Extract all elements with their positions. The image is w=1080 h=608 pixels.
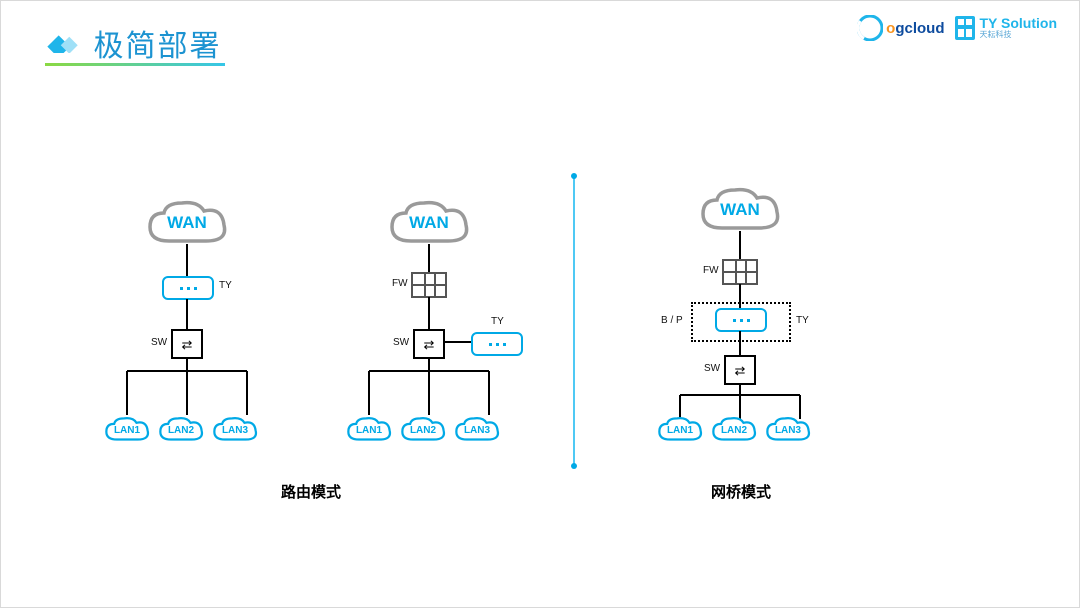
t2-switch: ⇄ (413, 329, 445, 359)
t3-bp-label: B / P (661, 315, 683, 326)
t1-lan2-label: LAN2 (157, 415, 205, 445)
t1-lan3: LAN3 (211, 415, 259, 445)
divider-dot-bottom (571, 463, 577, 469)
t1-lan1: LAN1 (103, 415, 151, 445)
t2-lan1: LAN1 (345, 415, 393, 445)
t2-ty-device (471, 332, 523, 356)
t2-line-2 (428, 297, 430, 329)
t3-ty-device (715, 308, 767, 332)
t1-line-2 (186, 299, 188, 329)
divider-dot-top (571, 173, 577, 179)
t2-lan1-label: LAN1 (345, 415, 393, 445)
t3-sw-label: SW (704, 363, 720, 374)
t3-lan2-label: LAN2 (710, 415, 758, 445)
ty-brand: TY Solution (979, 16, 1057, 31)
t1-fanout (113, 357, 261, 419)
t2-lan3-label: LAN3 (453, 415, 501, 445)
ty-sub: 天耘科技 (979, 31, 1057, 39)
ogcloud-icon (857, 15, 883, 41)
t2-fw-label: FW (392, 278, 408, 289)
t1-wan: WAN (144, 197, 230, 249)
t3-lan3-label: LAN3 (764, 415, 812, 445)
t1-lan-row: LAN1 LAN2 LAN3 (103, 415, 259, 445)
t2-firewall (411, 272, 447, 298)
t1-lan1-label: LAN1 (103, 415, 151, 445)
t2-sw-label: SW (393, 337, 409, 348)
t2-line-1 (428, 244, 430, 272)
t1-switch: ⇄ (171, 329, 203, 359)
t3-ty-label: TY (796, 315, 809, 326)
page-header: 极简部署 (45, 21, 221, 65)
t1-lan2: LAN2 (157, 415, 205, 445)
t3-line-1 (739, 231, 741, 259)
brand-logos: ogcloud TY Solution 天耘科技 (857, 15, 1057, 41)
t1-ty-label: TY (219, 280, 232, 291)
t1-sw-label: SW (151, 337, 167, 348)
header-bullet-icon (45, 29, 79, 58)
t3-lan3: LAN3 (764, 415, 812, 445)
ogcloud-text: ogcloud (886, 20, 944, 37)
t2-fanout (355, 357, 503, 419)
section-divider (573, 176, 575, 466)
header-underline (45, 63, 225, 66)
page-title: 极简部署 (93, 21, 221, 65)
t3-lan-row: LAN1 LAN2 LAN3 (656, 415, 812, 445)
t3-lan1-label: LAN1 (656, 415, 704, 445)
t1-line-1 (186, 244, 188, 276)
ty-solution-logo: TY Solution 天耘科技 (954, 15, 1057, 41)
t3-switch: ⇄ (724, 355, 756, 385)
t3-lan1: LAN1 (656, 415, 704, 445)
t2-side-line (445, 341, 471, 343)
t2-lan3: LAN3 (453, 415, 501, 445)
t2-ty-label: TY (491, 316, 504, 327)
t3-wan-label: WAN (697, 184, 783, 236)
t1-wan-label: WAN (144, 197, 230, 249)
t1-ty-device (162, 276, 214, 300)
t3-lan2: LAN2 (710, 415, 758, 445)
t3-fw-label: FW (703, 265, 719, 276)
caption-bridge-mode: 网桥模式 (711, 481, 771, 502)
t2-lan2-label: LAN2 (399, 415, 447, 445)
t3-line-3 (739, 331, 741, 355)
t2-wan: WAN (386, 197, 472, 249)
t3-firewall (722, 259, 758, 285)
t2-lan2: LAN2 (399, 415, 447, 445)
t2-lan-row: LAN1 LAN2 LAN3 (345, 415, 501, 445)
ty-solution-icon (954, 15, 976, 41)
t2-wan-label: WAN (386, 197, 472, 249)
ogcloud-logo: ogcloud (857, 15, 944, 41)
t3-wan: WAN (697, 184, 783, 236)
t1-lan3-label: LAN3 (211, 415, 259, 445)
caption-route-mode: 路由模式 (281, 481, 341, 502)
